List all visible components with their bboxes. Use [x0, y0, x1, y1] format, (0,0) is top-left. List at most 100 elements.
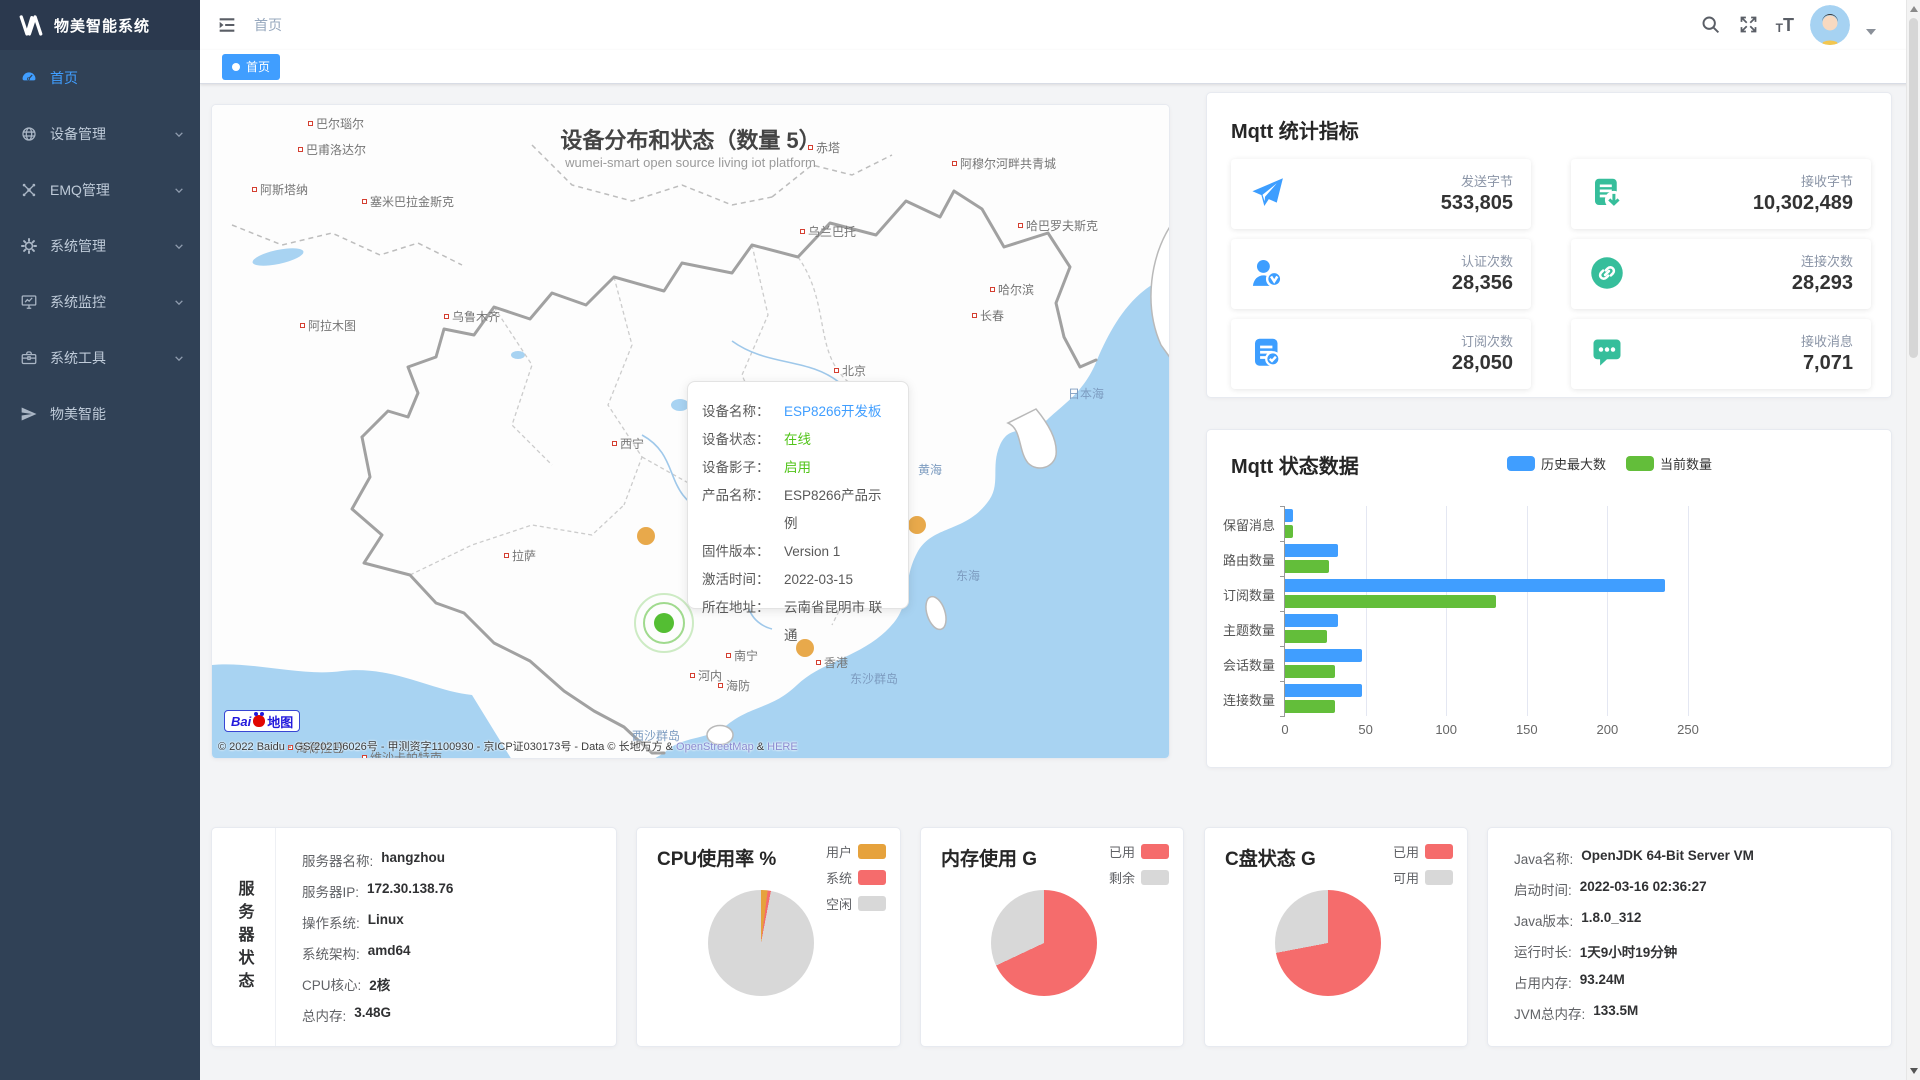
- map-city-label: 海防: [718, 677, 750, 694]
- scrollbar-up-arrow-icon[interactable]: [1910, 6, 1918, 12]
- sidebar-item-label: EMQ管理: [50, 182, 110, 198]
- map-city-label: 西宁: [612, 435, 644, 452]
- breadcrumb[interactable]: 首页: [254, 17, 282, 33]
- selected-device-marker[interactable]: [654, 613, 674, 633]
- stat-card-sub-times: 订阅次数 28,050: [1231, 319, 1531, 389]
- tagbar: 首页: [200, 50, 1920, 84]
- stat-text: 认证次数 28,356: [1452, 253, 1513, 295]
- avatar[interactable]: [1810, 5, 1850, 45]
- device-marker[interactable]: [908, 516, 926, 534]
- server-card-side: 服务器状态: [212, 828, 276, 1046]
- sidebar-item-system-tool[interactable]: 系统工具: [0, 330, 200, 386]
- popup-label: 设备影子：: [702, 460, 770, 475]
- scrollbar[interactable]: [1906, 0, 1920, 1080]
- map-city-label: 南宁: [726, 647, 758, 664]
- sidebar: 物美智能系统 首页 设备管理 EMQ管理系统管理 系统监控 系统工具 物美智能: [0, 0, 200, 1080]
- map-city-label: 巴甫洛达尔: [298, 141, 366, 158]
- legend-item[interactable]: 系统: [826, 868, 886, 887]
- app-logo[interactable]: 物美智能系统: [0, 0, 200, 50]
- city-marker-icon: [300, 323, 305, 328]
- field-label: 系统架构:: [302, 947, 360, 962]
- field-value: 93.24M: [1579, 972, 1625, 987]
- legend-label: 已用: [1108, 845, 1135, 860]
- field-label: Java版本:: [1514, 914, 1574, 929]
- memory-usage-card: 内存使用 G 已用 剩余: [920, 827, 1184, 1047]
- map-sea-label: 日本海: [1068, 387, 1105, 401]
- field-row: 操作系统: Linux: [302, 912, 590, 932]
- field-value: Linux: [367, 912, 404, 927]
- legend-item[interactable]: 剩余: [1109, 868, 1169, 887]
- popup-label: 设备状态：: [702, 432, 770, 447]
- legend-item[interactable]: 当前数量: [1626, 454, 1712, 473]
- baidu-logo[interactable]: Bai 地图: [224, 710, 301, 732]
- map-city-label: 阿穆尔河畔共青城: [952, 155, 1056, 172]
- scrollbar-down-arrow-icon[interactable]: [1910, 1068, 1918, 1074]
- sidebar-item-system-monitor[interactable]: 系统监控: [0, 274, 200, 330]
- legend-item[interactable]: 用户: [826, 842, 886, 861]
- bar-current: [1285, 560, 1329, 573]
- city-marker-icon: [298, 147, 303, 152]
- openstreetmap-link[interactable]: OpenStreetMap: [676, 741, 754, 753]
- stat-label: 接收消息: [1800, 334, 1853, 349]
- field-row: Java版本: 1.8.0_312: [1514, 910, 1865, 930]
- disk-pie-chart: [1275, 890, 1381, 996]
- legend-item[interactable]: 空闲: [826, 894, 886, 913]
- chevron-down-icon: [174, 129, 184, 139]
- search-icon[interactable]: [1700, 14, 1722, 36]
- chevron-down-icon[interactable]: [1866, 29, 1876, 35]
- gridline: [1526, 506, 1528, 716]
- sidebar-item-emq-manage[interactable]: EMQ管理: [0, 162, 200, 218]
- sidebar-item-system-manage[interactable]: 系统管理: [0, 218, 200, 274]
- device-marker[interactable]: [637, 527, 655, 545]
- field-row: CPU核心: 2核: [302, 974, 590, 994]
- legend-item[interactable]: 可用: [1393, 868, 1453, 887]
- city-marker-icon: [444, 314, 449, 319]
- here-link[interactable]: HERE: [767, 741, 798, 753]
- disk-status-card: C盘状态 G 已用 可用: [1204, 827, 1468, 1047]
- city-marker-icon: [800, 229, 805, 234]
- legend-item[interactable]: 历史最大数: [1507, 454, 1606, 473]
- sidebar-item-device-manage[interactable]: 设备管理: [0, 106, 200, 162]
- usercheck-icon: [1249, 255, 1287, 293]
- sidebar-item-home[interactable]: 首页: [0, 50, 200, 106]
- device-popup: 设备名称： ESP8266开发板 设备状态： 在线 设备影子： 启用 产品名称： ESP826…: [687, 381, 909, 643]
- popup-value: ESP8266开发板: [784, 404, 882, 419]
- map-city-label: 赤塔: [808, 139, 840, 156]
- map-city-label: 海得拉巴: [288, 739, 344, 756]
- x-tick-label: 200: [1596, 722, 1619, 737]
- city-marker-icon: [952, 161, 957, 166]
- legend-label: 可用: [1392, 871, 1419, 886]
- scrollbar-thumb[interactable]: [1909, 18, 1918, 358]
- map-sea-label: 东沙群岛: [850, 672, 899, 686]
- field-value: 3.48G: [354, 1005, 392, 1020]
- plane-icon: [1249, 175, 1287, 213]
- city-marker-icon: [726, 653, 731, 658]
- stat-card-recv-bytes: 接收字节 10,302,489: [1571, 159, 1871, 229]
- sidebar-item-wumei-smart[interactable]: 物美智能: [0, 386, 200, 442]
- device-icon: [20, 125, 38, 143]
- city-marker-icon: [362, 755, 367, 758]
- x-tick-label: 150: [1515, 722, 1538, 737]
- field-label: JVM总内存:: [1514, 1007, 1586, 1022]
- fullscreen-icon[interactable]: [1738, 14, 1760, 36]
- legend-swatch: [1626, 456, 1655, 471]
- legend-item[interactable]: 已用: [1109, 842, 1169, 861]
- legend-item[interactable]: 已用: [1393, 842, 1453, 861]
- map-city-label: 塞米巴拉金斯克: [362, 193, 454, 210]
- legend-swatch: [1141, 870, 1169, 885]
- map-sea-label: 西沙群岛: [632, 729, 681, 743]
- field-row: Java名称: OpenJDK 64-Bit Server VM: [1514, 848, 1865, 868]
- docdown-icon: [1589, 175, 1627, 213]
- field-label: 操作系统:: [302, 916, 360, 931]
- tag-home[interactable]: 首页: [222, 53, 281, 80]
- legend-label: 空闲: [825, 897, 852, 912]
- legend-swatch: [858, 844, 886, 859]
- hamburger-icon[interactable]: [216, 14, 238, 36]
- send-icon: [20, 405, 38, 423]
- map-city-label: 拉萨: [504, 547, 536, 564]
- sidebar-menu: 首页 设备管理 EMQ管理系统管理 系统监控 系统工具 物美智能: [0, 50, 200, 442]
- field-value: 172.30.138.76: [367, 881, 454, 896]
- device-marker[interactable]: [796, 639, 814, 657]
- bar-max: [1285, 509, 1294, 522]
